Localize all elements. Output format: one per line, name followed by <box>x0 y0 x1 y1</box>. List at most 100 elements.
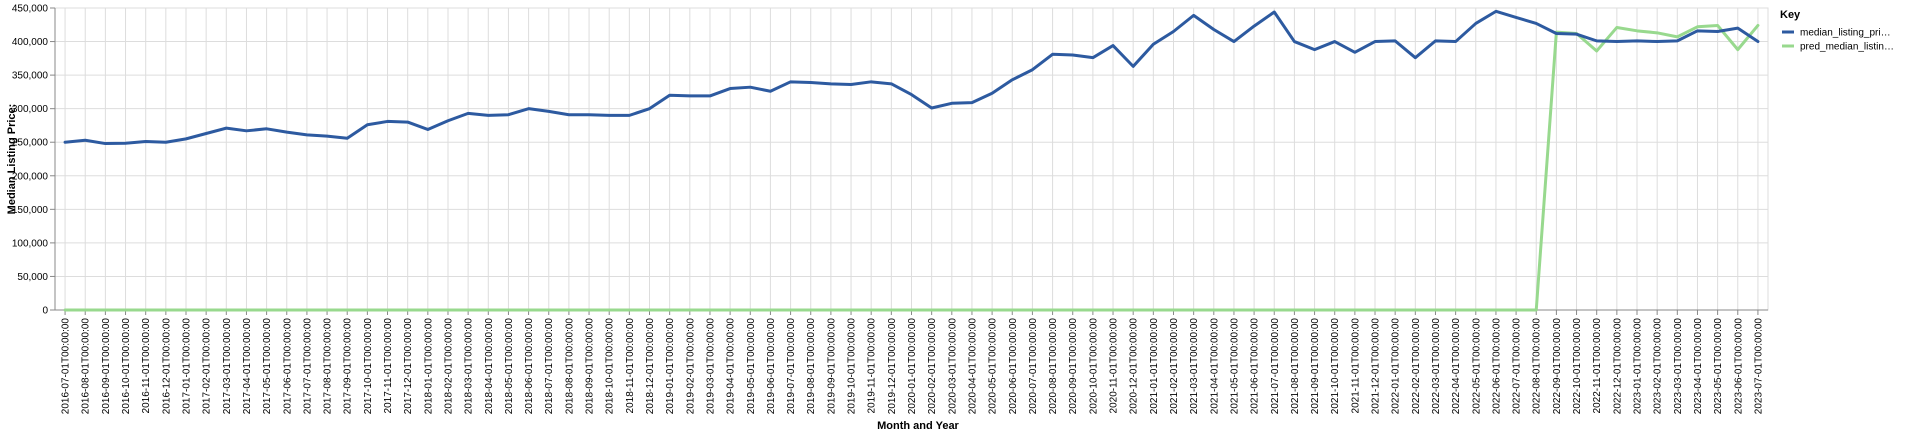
x-tick-label: 2016-12-01T00:00:00 <box>161 318 172 415</box>
x-tick-label: 2019-05-01T00:00:00 <box>746 318 757 415</box>
x-tick-label: 2021-04-01T00:00:00 <box>1209 318 1220 415</box>
x-tick-label: 2020-08-01T00:00:00 <box>1048 318 1059 415</box>
x-tick-label: 2018-04-01T00:00:00 <box>484 318 495 415</box>
x-axis-title: Month and Year <box>877 420 959 432</box>
x-tick-label: 2018-10-01T00:00:00 <box>605 318 616 415</box>
x-tick-label: 2018-06-01T00:00:00 <box>524 318 535 415</box>
x-tick-label: 2019-01-01T00:00:00 <box>665 318 676 415</box>
legend-title: Key <box>1780 9 1801 21</box>
x-tick-label: 2016-10-01T00:00:00 <box>121 318 132 415</box>
y-axis-title: Median Listing Price: <box>6 104 18 215</box>
x-tick-label: 2017-05-01T00:00:00 <box>262 318 273 415</box>
x-tick-label: 2018-01-01T00:00:00 <box>423 318 434 415</box>
series-line-median-listing-price <box>63 9 1760 146</box>
x-tick-label: 2023-04-01T00:00:00 <box>1693 318 1704 415</box>
x-tick-label: 2023-06-01T00:00:00 <box>1733 318 1744 415</box>
x-tick-label: 2021-08-01T00:00:00 <box>1290 318 1301 415</box>
x-tick-label: 2021-01-01T00:00:00 <box>1149 318 1160 415</box>
x-tick-label: 2019-07-01T00:00:00 <box>786 318 797 415</box>
x-tick-label: 2021-10-01T00:00:00 <box>1330 318 1341 415</box>
x-tick-label: 2022-09-01T00:00:00 <box>1552 318 1563 415</box>
y-tick-label: 100,000 <box>12 238 49 249</box>
x-tick-label: 2023-02-01T00:00:00 <box>1653 318 1664 415</box>
x-tick-label: 2021-11-01T00:00:00 <box>1350 318 1361 414</box>
x-tick-label: 2023-01-01T00:00:00 <box>1633 318 1644 415</box>
x-tick-label: 2020-07-01T00:00:00 <box>1028 318 1039 415</box>
x-tick-label: 2020-02-01T00:00:00 <box>927 318 938 415</box>
x-tick-label: 2017-01-01T00:00:00 <box>181 318 192 415</box>
x-tick-label: 2022-04-01T00:00:00 <box>1451 318 1462 415</box>
y-tick-label: 250,000 <box>12 138 49 149</box>
x-tick-label: 2018-12-01T00:00:00 <box>645 318 656 415</box>
x-tick-label: 2020-04-01T00:00:00 <box>967 318 978 415</box>
x-tick-label: 2021-06-01T00:00:00 <box>1250 318 1261 415</box>
y-tick-label: 50,000 <box>17 272 48 283</box>
x-tick-label: 2021-09-01T00:00:00 <box>1310 318 1321 415</box>
x-tick-label: 2019-06-01T00:00:00 <box>766 318 777 415</box>
x-tick-label: 2018-02-01T00:00:00 <box>443 318 454 415</box>
legend-label: pred_median_listin… <box>1800 42 1894 53</box>
legend: Key median_listing_pri… pred_median_listi… <box>1780 9 1894 53</box>
x-tick-label: 2019-09-01T00:00:00 <box>826 318 837 415</box>
x-tick-label: 2017-11-01T00:00:00 <box>383 318 394 414</box>
x-tick-label: 2020-03-01T00:00:00 <box>947 318 958 415</box>
y-tick-label: 300,000 <box>12 104 49 115</box>
x-tick-label: 2016-11-01T00:00:00 <box>141 318 152 414</box>
x-tick-label: 2020-09-01T00:00:00 <box>1068 318 1079 415</box>
x-tick-label: 2021-02-01T00:00:00 <box>1169 318 1180 415</box>
x-tick-label: 2022-11-01T00:00:00 <box>1592 318 1603 414</box>
axis-layer: 0 50,000 100,000 150,000 200,000 250,000 300,0… <box>12 4 1768 415</box>
x-tick-label: 2016-09-01T00:00:00 <box>101 318 112 415</box>
x-tick-label: 2016-07-01T00:00:00 <box>61 318 72 415</box>
x-tick-label: 2021-07-01T00:00:00 <box>1270 318 1281 415</box>
x-tick-label: 2020-05-01T00:00:00 <box>988 318 999 415</box>
y-tick-label: 150,000 <box>12 205 49 216</box>
x-tick-label: 2019-11-01T00:00:00 <box>867 318 878 414</box>
x-tick-label: 2018-05-01T00:00:00 <box>504 318 515 415</box>
x-tick-label: 2016-08-01T00:00:00 <box>81 318 92 415</box>
x-tick-label: 2022-05-01T00:00:00 <box>1471 318 1482 415</box>
x-tick-label: 2017-07-01T00:00:00 <box>302 318 313 415</box>
x-tick-label: 2019-03-01T00:00:00 <box>705 318 716 415</box>
x-tick-label: 2022-02-01T00:00:00 <box>1411 318 1422 415</box>
series-line-pred-median-listing-price <box>63 23 1760 312</box>
x-tick-label: 2017-10-01T00:00:00 <box>363 318 374 415</box>
y-tick-label: 200,000 <box>12 171 49 182</box>
x-tick-label: 2020-10-01T00:00:00 <box>1088 318 1099 415</box>
x-tick-label: 2020-06-01T00:00:00 <box>1008 318 1019 415</box>
x-tick-label: 2021-12-01T00:00:00 <box>1371 318 1382 415</box>
x-tick-label: 2018-09-01T00:00:00 <box>585 318 596 415</box>
series-layer <box>63 9 1760 312</box>
x-tick-label: 2022-03-01T00:00:00 <box>1431 318 1442 415</box>
x-tick-label: 2019-04-01T00:00:00 <box>726 318 737 415</box>
x-tick-label: 2019-02-01T00:00:00 <box>685 318 696 415</box>
y-tick-label: 400,000 <box>12 37 49 48</box>
x-tick-label: 2017-02-01T00:00:00 <box>202 318 213 415</box>
legend-label: median_listing_pri… <box>1800 28 1891 39</box>
x-tick-label: 2017-08-01T00:00:00 <box>323 318 334 415</box>
x-tick-label: 2019-08-01T00:00:00 <box>806 318 817 415</box>
x-tick-label: 2020-01-01T00:00:00 <box>907 318 918 415</box>
x-tick-label: 2019-10-01T00:00:00 <box>847 318 858 415</box>
x-tick-label: 2018-03-01T00:00:00 <box>464 318 475 415</box>
y-tick-label: 0 <box>42 306 48 317</box>
grid-layer <box>54 7 1769 311</box>
x-tick-label: 2018-11-01T00:00:00 <box>625 318 636 414</box>
x-tick-label: 2022-12-01T00:00:00 <box>1612 318 1623 415</box>
x-tick-label: 2018-08-01T00:00:00 <box>564 318 575 415</box>
x-tick-label: 2017-04-01T00:00:00 <box>242 318 253 415</box>
x-tick-label: 2017-03-01T00:00:00 <box>222 318 233 415</box>
x-tick-label: 2018-07-01T00:00:00 <box>544 318 555 415</box>
x-tick-label: 2022-10-01T00:00:00 <box>1572 318 1583 415</box>
x-tick-label: 2020-12-01T00:00:00 <box>1129 318 1140 415</box>
x-tick-label: 2019-12-01T00:00:00 <box>887 318 898 415</box>
x-tick-label: 2022-06-01T00:00:00 <box>1491 318 1502 415</box>
x-tick-label: 2023-03-01T00:00:00 <box>1673 318 1684 415</box>
x-tick-label: 2022-01-01T00:00:00 <box>1391 318 1402 415</box>
x-tick-label: 2021-03-01T00:00:00 <box>1189 318 1200 415</box>
y-tick-label: 350,000 <box>12 71 49 82</box>
x-tick-label: 2017-06-01T00:00:00 <box>282 318 293 415</box>
x-tick-label: 2021-05-01T00:00:00 <box>1229 318 1240 415</box>
